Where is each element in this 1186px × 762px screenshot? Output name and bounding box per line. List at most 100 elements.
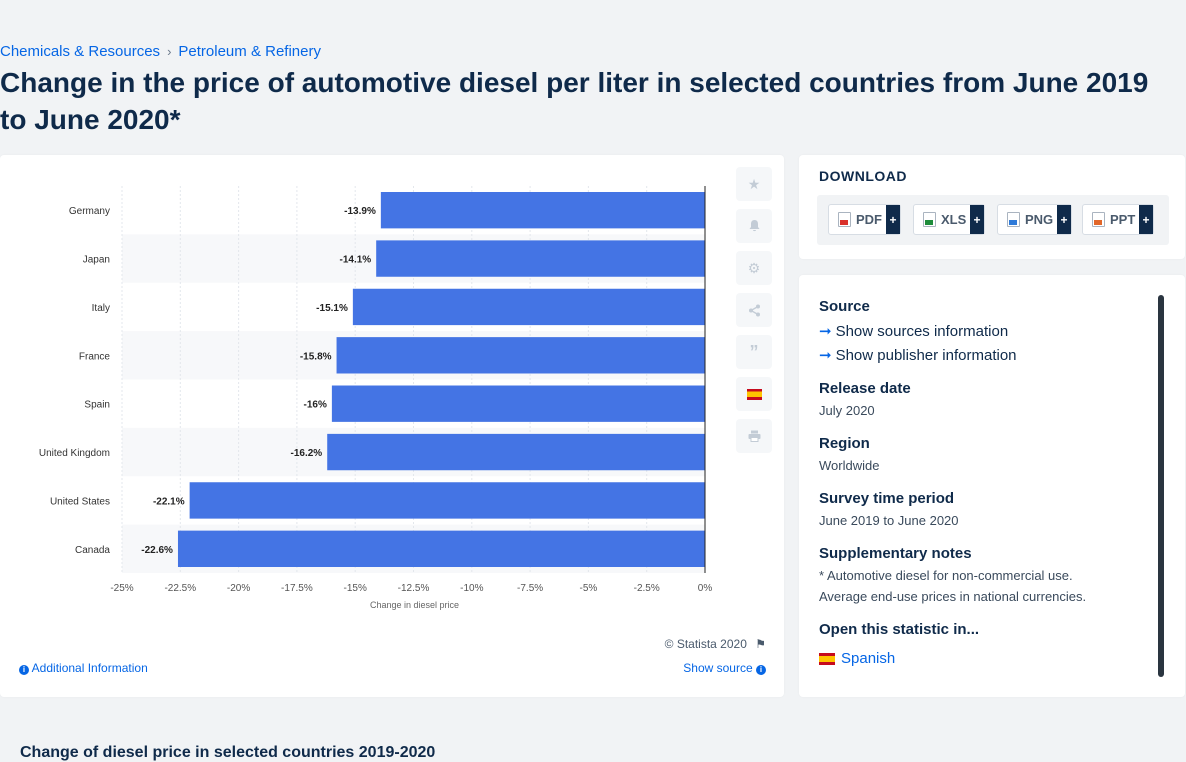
category-label: Germany	[69, 206, 110, 217]
data-label: -13.9%	[344, 206, 376, 217]
open-in-spanish-label: Spanish	[841, 650, 896, 667]
category-label: France	[79, 351, 111, 362]
x-tick-label: -7.5%	[517, 583, 543, 594]
download-pdf-label: PDF	[856, 212, 882, 227]
category-label: United States	[50, 496, 110, 507]
show-source-link[interactable]: Show source i	[683, 661, 766, 675]
download-title: DOWNLOAD	[819, 168, 907, 184]
page-title: Change in the price of automotive diesel…	[0, 67, 1149, 135]
x-tick-label: 0%	[698, 583, 713, 594]
download-png-label: PNG	[1025, 212, 1054, 227]
category-label: Spain	[84, 400, 110, 411]
download-xls-button[interactable]: XLS +	[913, 204, 985, 235]
arrow-right-icon: ➞	[819, 347, 832, 364]
data-label: -14.1%	[340, 255, 372, 266]
show-publisher-label: Show publisher information	[835, 347, 1017, 364]
section-title: Change of diesel price in selected count…	[20, 744, 436, 761]
bar-france	[336, 337, 705, 374]
share-button[interactable]	[736, 293, 772, 327]
chart-card: -13.9% Germany -14.1% Japan -15.1% Italy -15.8…	[0, 155, 784, 697]
category-label: United Kingdom	[39, 448, 110, 459]
top-bar	[0, 0, 1186, 36]
star-icon: ★	[747, 175, 761, 192]
png-file-icon	[1007, 212, 1020, 227]
download-ppt-label: PPT	[1110, 212, 1136, 227]
release-date-heading: Release date	[819, 380, 911, 397]
notification-button[interactable]	[736, 209, 772, 243]
x-axis-title: Change in diesel price	[370, 600, 459, 610]
breadcrumb-chemicals-link[interactable]: Chemicals & Resources	[0, 43, 161, 60]
share-icon	[748, 304, 760, 316]
quote-icon: ”	[749, 341, 759, 362]
bar-canada	[177, 530, 705, 567]
open-in-spanish-link[interactable]: Spanish	[819, 650, 895, 667]
info-scrollbar[interactable]	[1158, 295, 1164, 677]
supplementary-notes-heading: Supplementary notes	[819, 545, 972, 562]
breadcrumb: Chemicals & Resources › Petroleum & Refi…	[0, 43, 321, 60]
data-label: -22.1%	[153, 496, 185, 507]
category-label: Italy	[92, 303, 110, 314]
info-icon: i	[19, 665, 29, 675]
bell-icon	[749, 220, 759, 232]
x-tick-label: -2.5%	[634, 583, 660, 594]
settings-button[interactable]: ⚙	[736, 251, 772, 285]
x-tick-label: -10%	[460, 583, 483, 594]
release-date-value: July 2020	[819, 403, 875, 418]
plus-icon: +	[1057, 205, 1071, 234]
statistic-info-card: Source ➞ Show sources information ➞ Show p…	[799, 275, 1185, 697]
info-icon: i	[756, 665, 766, 675]
download-card: DOWNLOAD PDF + XLS + PNG + PPT +	[799, 155, 1185, 259]
bar-chart: -13.9% Germany -14.1% Japan -15.1% Italy -15.8…	[39, 186, 713, 610]
additional-information-label: Additional Information	[31, 661, 148, 675]
additional-information-link[interactable]: i Additional Information	[19, 661, 148, 675]
flag-icon[interactable]: ⚑	[755, 637, 766, 651]
region-heading: Region	[819, 435, 870, 452]
x-tick-label: -5%	[580, 583, 598, 594]
spain-flag-icon	[819, 652, 835, 665]
print-icon	[748, 430, 760, 442]
xls-file-icon	[923, 212, 936, 227]
bar-spain	[331, 385, 705, 422]
download-pdf-button[interactable]: PDF +	[828, 204, 901, 235]
plus-icon: +	[970, 205, 984, 234]
copyright-notice: © Statista 2020 ⚑	[665, 637, 766, 651]
data-label: -15.8%	[300, 351, 332, 362]
plus-icon: +	[886, 205, 900, 234]
supplementary-note-line-1: * Automotive diesel for non-commercial u…	[819, 568, 1073, 583]
x-tick-label: -15%	[344, 583, 367, 594]
show-sources-link[interactable]: ➞ Show sources information	[819, 322, 1008, 340]
x-tick-label: -25%	[110, 583, 133, 594]
survey-period-heading: Survey time period	[819, 490, 955, 507]
data-label: -16%	[304, 400, 327, 411]
bar-united-states	[189, 482, 706, 519]
print-button[interactable]	[736, 419, 772, 453]
favorite-button[interactable]: ★	[736, 167, 772, 201]
breadcrumb-separator: ›	[167, 44, 172, 59]
x-tick-label: -22.5%	[164, 583, 196, 594]
survey-period-value: June 2019 to June 2020	[819, 513, 959, 528]
download-options: PDF + XLS + PNG + PPT +	[817, 195, 1169, 245]
language-button[interactable]	[736, 377, 772, 411]
breadcrumb-petroleum-link[interactable]: Petroleum & Refinery	[178, 43, 321, 60]
pdf-file-icon	[838, 212, 851, 227]
region-value: Worldwide	[819, 458, 880, 473]
open-statistic-heading: Open this statistic in...	[819, 621, 980, 638]
data-label: -16.2%	[291, 448, 323, 459]
bar-italy	[352, 288, 705, 326]
chart-toolbar: ★ ⚙ ”	[736, 167, 772, 461]
show-sources-label: Show sources information	[835, 323, 1009, 340]
ppt-file-icon	[1092, 212, 1105, 227]
gear-icon: ⚙	[747, 259, 761, 276]
cite-button[interactable]: ”	[736, 335, 772, 369]
arrow-right-icon: ➞	[819, 323, 832, 340]
category-label: Japan	[83, 255, 110, 266]
download-ppt-button[interactable]: PPT +	[1082, 204, 1154, 235]
x-tick-label: -12.5%	[398, 583, 430, 594]
supplementary-note-line-2: Average end-use prices in national curre…	[819, 589, 1087, 604]
download-png-button[interactable]: PNG +	[997, 204, 1072, 235]
plus-icon: +	[1139, 205, 1153, 234]
show-publisher-link[interactable]: ➞ Show publisher information	[819, 346, 1017, 364]
data-label: -22.6%	[141, 545, 173, 556]
spain-flag-icon	[746, 388, 762, 400]
copyright-text: © Statista 2020	[664, 637, 747, 651]
